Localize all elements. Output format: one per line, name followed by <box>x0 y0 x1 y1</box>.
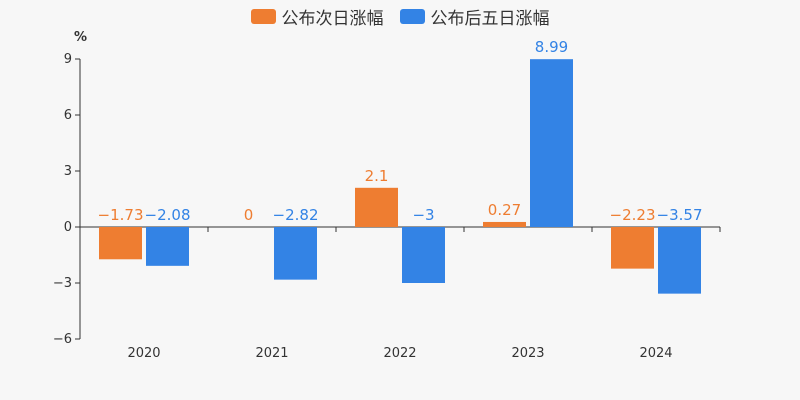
data-label-next-day: −2.23 <box>610 206 656 224</box>
data-label-five-day: −3.57 <box>657 206 703 224</box>
legend-swatch-next-day <box>250 9 276 24</box>
legend-swatch-five-day <box>399 9 425 24</box>
bar-five-day <box>274 227 317 280</box>
data-label-five-day: 8.99 <box>535 38 568 56</box>
bar-next-day <box>99 227 142 260</box>
y-tick-label: 0 <box>64 220 72 235</box>
data-label-five-day: −3 <box>412 206 434 224</box>
bar-next-day <box>483 221 526 227</box>
x-tick-label: 2022 <box>383 346 416 361</box>
x-tick-label: 2020 <box>127 346 160 361</box>
data-label-next-day: −1.73 <box>98 206 144 224</box>
bar-five-day <box>402 227 445 283</box>
legend-label-five-day: 公布后五日涨幅 <box>430 9 550 29</box>
data-label-next-day: 2.1 <box>365 167 389 185</box>
y-tick-label: −3 <box>53 276 72 291</box>
legend-item-five-day[interactable]: 公布后五日涨幅 <box>399 4 550 29</box>
bar-five-day <box>530 59 573 227</box>
y-axis-unit: % <box>74 30 87 45</box>
bar-next-day <box>355 187 398 227</box>
bar-five-day <box>146 227 189 266</box>
x-tick-label: 2023 <box>511 346 544 361</box>
legend-item-next-day[interactable]: 公布次日涨幅 <box>250 4 384 29</box>
y-tick-label: 9 <box>64 52 72 67</box>
legend-label-next-day: 公布次日涨幅 <box>281 9 384 29</box>
y-tick-label: −6 <box>53 332 72 347</box>
x-tick-label: 2021 <box>255 346 288 361</box>
y-tick-label: 6 <box>64 108 72 123</box>
bar-next-day <box>611 227 654 269</box>
legend: 公布次日涨幅 公布后五日涨幅 <box>0 4 800 29</box>
bar-five-day <box>658 227 701 294</box>
data-label-five-day: −2.08 <box>145 206 191 224</box>
x-tick-label: 2024 <box>639 346 672 361</box>
data-label-next-day: 0 <box>244 206 254 224</box>
data-label-next-day: 0.27 <box>488 201 521 219</box>
y-tick-label: 3 <box>64 164 72 179</box>
data-label-five-day: −2.82 <box>273 206 319 224</box>
